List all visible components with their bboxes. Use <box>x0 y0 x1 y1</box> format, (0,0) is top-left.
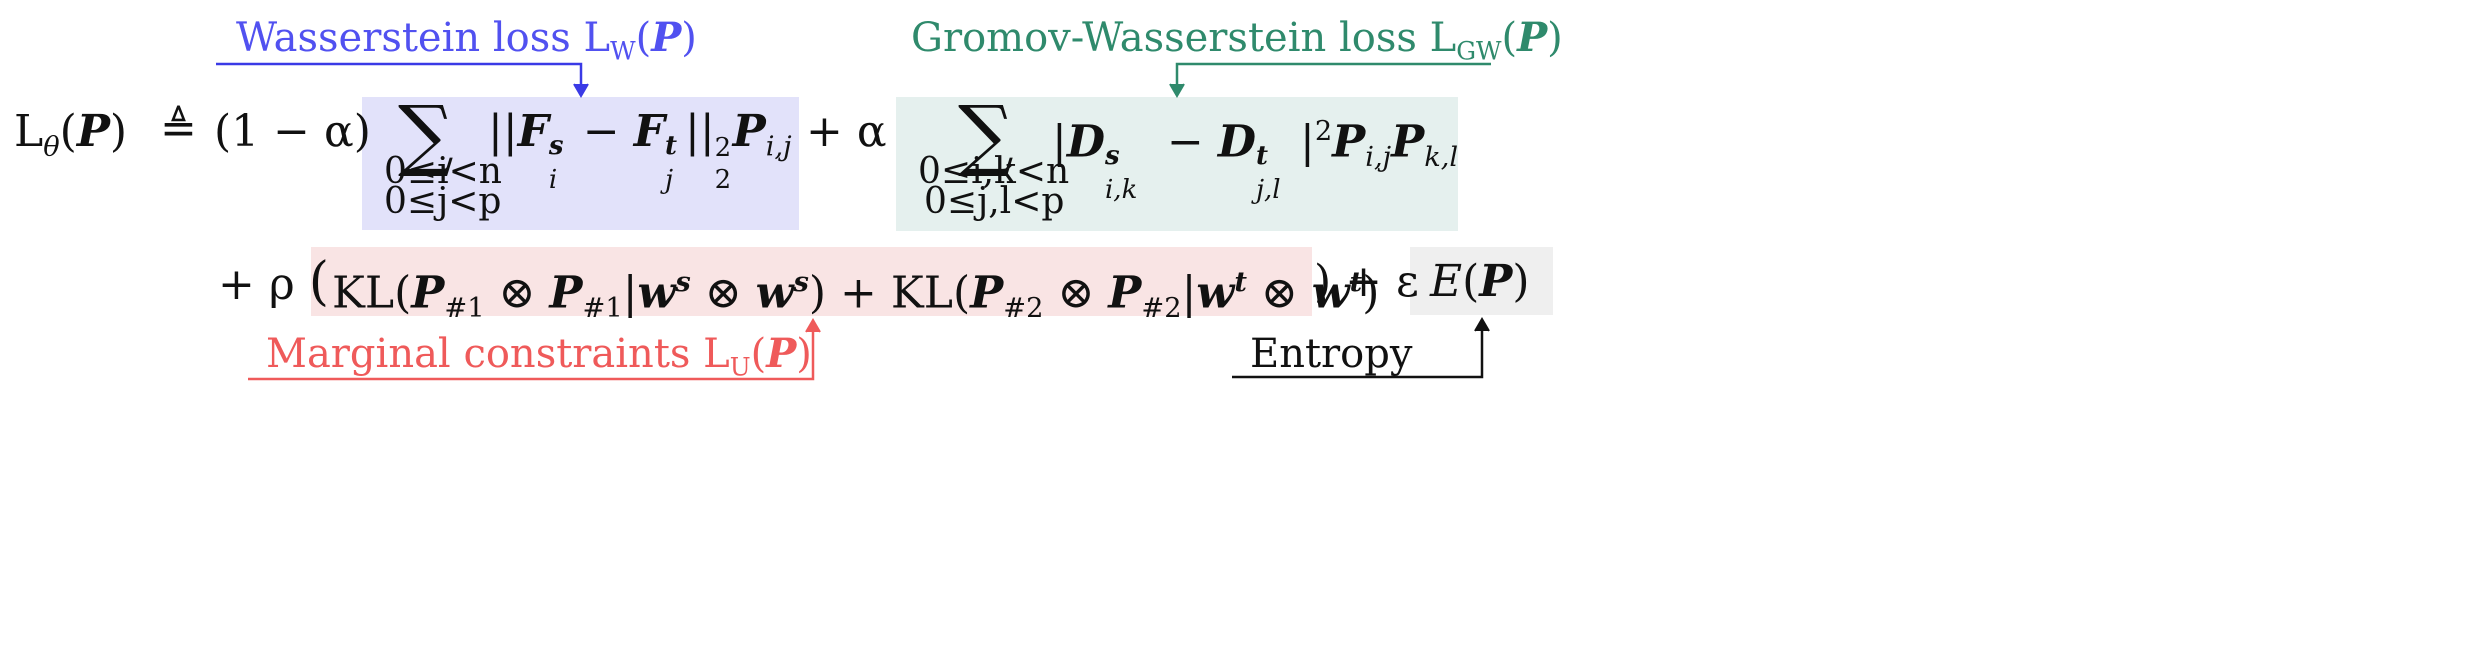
one-minus-alpha: (1 − α) <box>214 106 371 157</box>
entropy-box <box>1410 247 1553 315</box>
gromov-limit-1: 0≤i,k<n <box>918 151 1070 192</box>
entropy-label: Entropy <box>1250 331 1413 377</box>
entropy-term: E(P) <box>1430 256 1530 307</box>
plus-alpha: + α <box>806 106 887 157</box>
wasserstein-limit-1: 0≤i<n <box>384 151 502 192</box>
annotation-arrows <box>216 62 1491 381</box>
marginal-label: Marginal constraints LU(P) <box>266 330 812 382</box>
formula-lhs: Lθ(P) <box>14 106 128 163</box>
marginal-arrow <box>248 321 815 381</box>
gromov-wasserstein-box <box>896 97 1458 231</box>
gromov-label: Gromov-Wasserstein loss LGW(P) <box>911 14 1563 66</box>
marginal-term: KL(P#1 ⊗ P#1|ws ⊗ ws) + KL(P#2 ⊗ P#2|wt … <box>332 266 1380 324</box>
sum-symbol-wasserstein: ∑ <box>398 90 454 180</box>
sum-symbol-gromov: ∑ <box>958 90 1014 180</box>
defeq-symbol: ≜ <box>160 103 197 154</box>
plus-rho: + ρ ( <box>218 252 330 312</box>
gromov-limit-2: 0≤j,l<p <box>924 181 1065 222</box>
wasserstein-box <box>362 97 799 230</box>
wasserstein-label: Wasserstein loss LW(P) <box>236 14 697 66</box>
entropy-arrow <box>1232 320 1484 379</box>
plus-epsilon: ) + ε <box>1314 256 1419 307</box>
marginal-constraints-box <box>311 247 1312 316</box>
wasserstein-limit-2: 0≤j<p <box>384 181 502 222</box>
